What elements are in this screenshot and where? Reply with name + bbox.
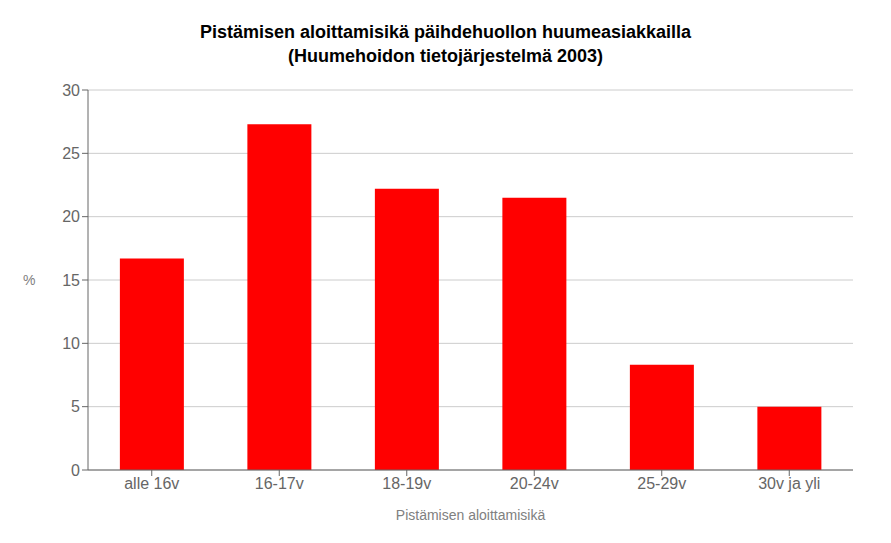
svg-text:5: 5: [71, 398, 80, 415]
svg-text:30: 30: [62, 82, 80, 99]
svg-text:%: %: [23, 272, 35, 288]
svg-text:18-19v: 18-19v: [382, 475, 431, 492]
svg-text:20-24v: 20-24v: [510, 475, 559, 492]
html-text:Pistämisen aloittamisikä päihd: Pistämisen aloittamisikä päihdehuollon h…: [199, 22, 692, 42]
svg-text:25-29v: 25-29v: [637, 475, 686, 492]
svg-text:alle 16v: alle 16v: [124, 475, 179, 492]
svg-text:15: 15: [62, 272, 80, 289]
svg-text:Pistämisen aloittamisikä: Pistämisen aloittamisikä: [396, 507, 546, 523]
svg-text:16-17v: 16-17v: [255, 475, 304, 492]
svg-text:30v ja yli: 30v ja yli: [758, 475, 820, 492]
svg-text:25: 25: [62, 145, 80, 162]
svg-text:20: 20: [62, 208, 80, 225]
svg-text:10: 10: [62, 335, 80, 352]
html-text:(Huumehoidon tietojärjestelmä: (Huumehoidon tietojärjestelmä 2003): [288, 46, 603, 66]
svg-text:0: 0: [71, 462, 80, 479]
